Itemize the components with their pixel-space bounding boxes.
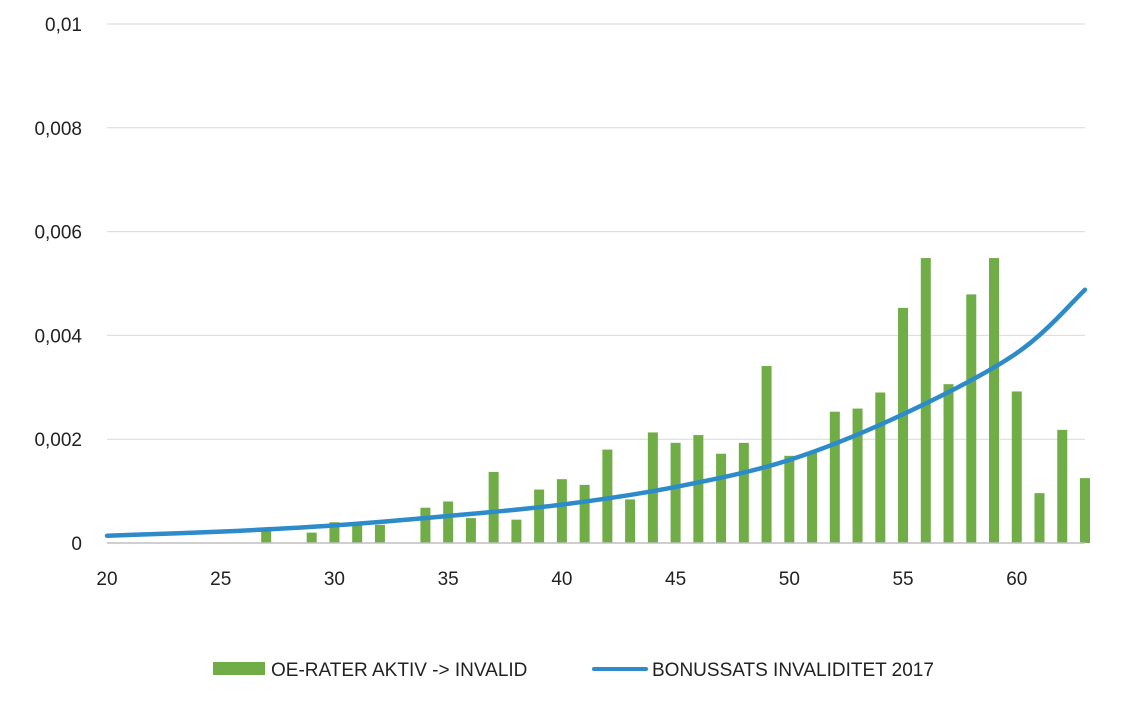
bar — [738, 442, 749, 543]
bar — [966, 294, 977, 543]
legend: OE-RATER AKTIV -> INVALID BONUSSATS INVA… — [213, 660, 934, 681]
bar — [443, 501, 454, 543]
bar — [488, 471, 499, 543]
bar — [716, 453, 727, 543]
bar — [534, 489, 545, 543]
bar — [761, 366, 772, 543]
bar — [625, 499, 636, 543]
bar — [329, 522, 340, 543]
bar — [556, 479, 567, 543]
gridlines — [107, 23, 1085, 440]
bar — [352, 524, 363, 543]
y-axis-ticks: 0 0,002 0,004 0,006 0,008 0,01 — [34, 15, 82, 555]
bar — [1057, 429, 1068, 543]
bar — [875, 392, 886, 543]
bar — [898, 307, 909, 543]
bar — [579, 484, 590, 543]
x-tick-label: 30 — [324, 569, 345, 590]
bar — [852, 408, 863, 543]
bar — [989, 258, 1000, 543]
x-tick-label: 60 — [1006, 569, 1027, 590]
bar — [1080, 478, 1090, 543]
y-tick-label: 0,004 — [34, 326, 82, 347]
bar — [670, 442, 681, 543]
bar — [465, 518, 476, 543]
x-tick-label: 40 — [551, 569, 572, 590]
y-tick-label: 0,006 — [34, 223, 82, 244]
bar — [420, 507, 431, 543]
bar — [829, 411, 840, 543]
y-tick-label: 0,01 — [45, 15, 82, 36]
bar — [807, 452, 818, 543]
legend-swatch-bars — [213, 662, 265, 675]
bar — [511, 519, 522, 543]
bar — [1034, 493, 1045, 543]
line-series — [104, 287, 1088, 538]
legend-label-line: BONUSSATS INVALIDITET 2017 — [652, 660, 934, 681]
x-tick-label: 25 — [210, 569, 231, 590]
x-axis-ticks: 20 25 30 35 40 45 50 55 60 — [96, 569, 1027, 590]
bar — [374, 524, 385, 543]
bar — [943, 384, 954, 543]
bar — [647, 432, 658, 543]
bar — [920, 258, 931, 543]
y-tick-label: 0,002 — [34, 430, 82, 451]
legend-label-bars: OE-RATER AKTIV -> INVALID — [271, 660, 527, 681]
x-tick-label: 45 — [665, 569, 686, 590]
x-tick-label: 55 — [892, 569, 913, 590]
x-tick-label: 20 — [96, 569, 117, 590]
bar — [306, 532, 317, 543]
bar — [693, 435, 704, 543]
bar — [784, 455, 795, 543]
x-tick-label: 35 — [438, 569, 459, 590]
bar-series — [261, 258, 1090, 543]
bar — [1011, 391, 1022, 543]
series-line — [104, 287, 1088, 538]
y-tick-label: 0 — [71, 534, 82, 555]
bar — [261, 530, 272, 543]
x-tick-label: 50 — [779, 569, 800, 590]
y-tick-label: 0,008 — [34, 119, 82, 140]
